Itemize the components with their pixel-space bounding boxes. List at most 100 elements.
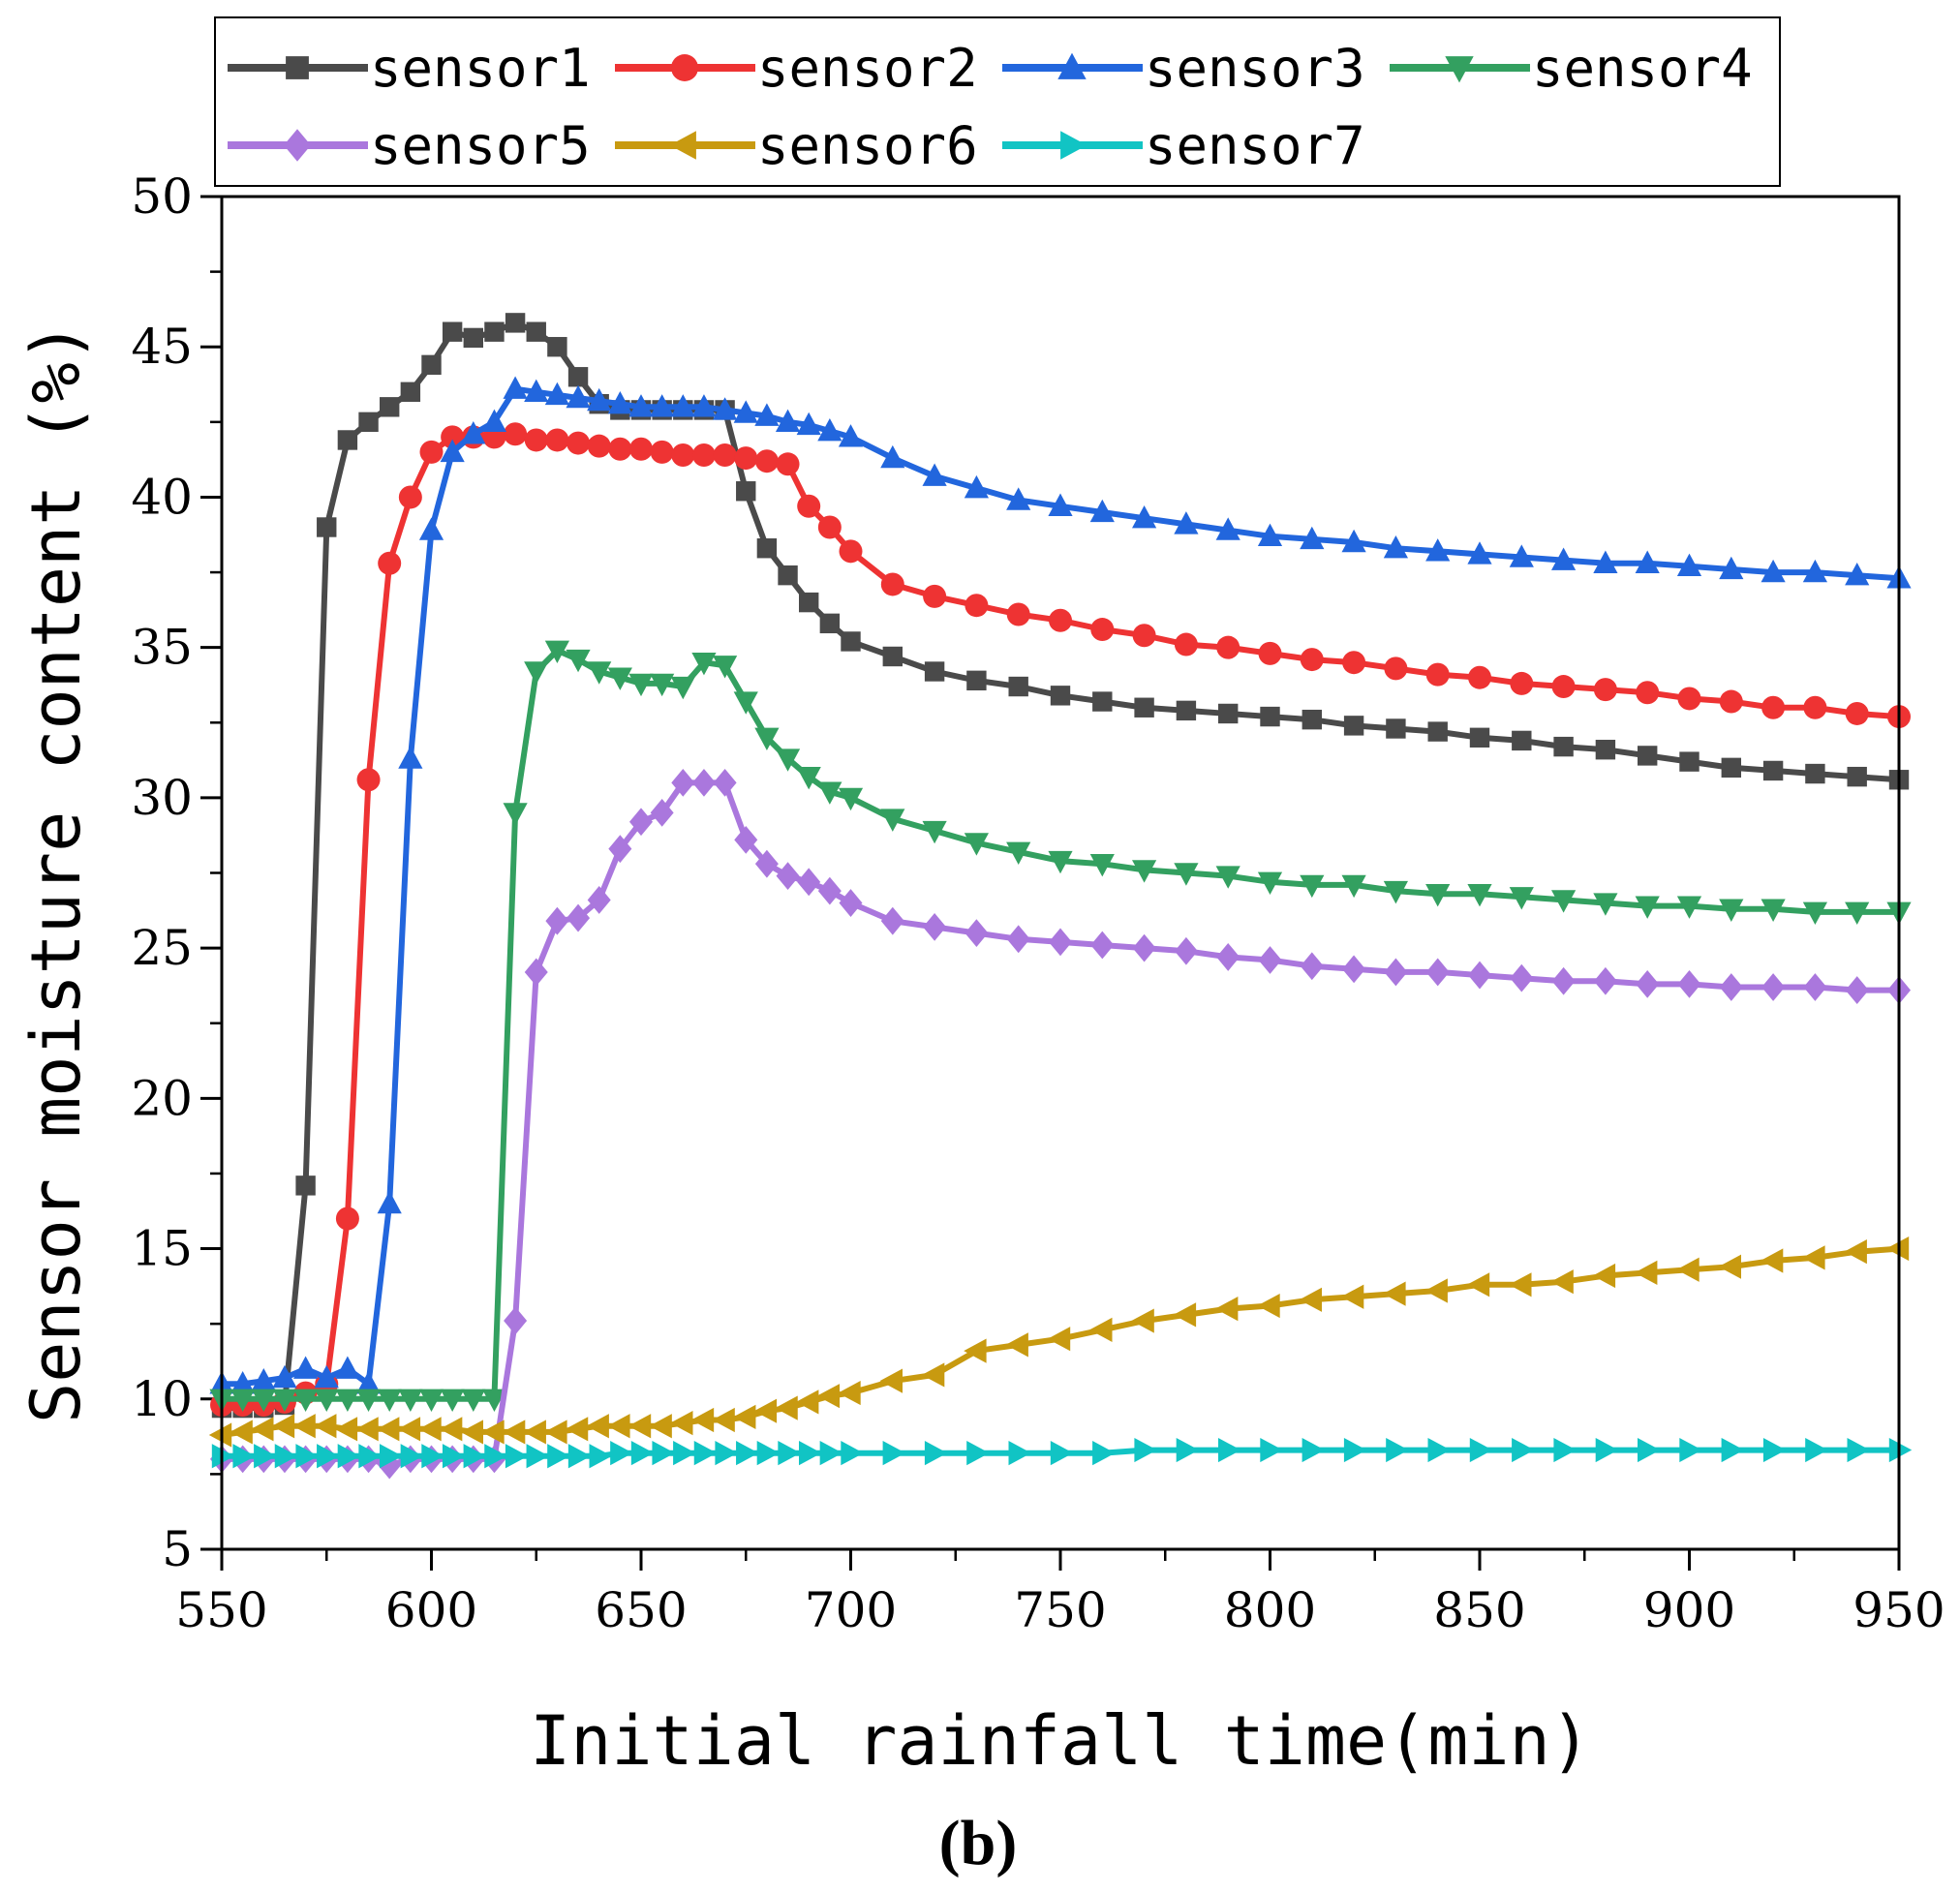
sensor6-point [1383,1281,1406,1306]
x-axis-title: Initial rainfall time(min) [530,1701,1591,1781]
sensor6-point [1424,1278,1448,1303]
sensor7-point [610,1441,633,1466]
sensor4-point [544,640,569,663]
sensor2-point [797,494,821,518]
sensor6-point [586,1414,609,1439]
sensor7-point [882,1441,905,1466]
sensor5-point [776,862,800,891]
sensor4-point [251,1389,276,1412]
sensor1-point [799,592,819,613]
sensor2-point [1719,689,1743,714]
sensor3-point [1383,535,1408,559]
sensor7-point [1260,1437,1283,1463]
sensor1-point [1302,709,1322,730]
sensor4-point [1593,893,1618,916]
sensor7-point [1847,1437,1870,1463]
sensor7-point [380,1444,403,1469]
sensor2-point [839,539,863,564]
legend-item-sensor7: sensor7 [1002,115,1365,176]
sensor3-point [1761,559,1786,583]
sensor3-point [1676,553,1702,577]
sensor1-point [1050,686,1071,706]
sensor1-point [526,321,546,342]
sensor4-point [587,661,612,685]
sensor3-point [607,391,632,414]
sensor3-point [964,474,989,499]
sensor7-point [1134,1437,1157,1463]
sensor7-point [400,1444,424,1469]
sensor1-point [442,321,463,342]
x-tick-label-550: 550 [175,1582,267,1638]
x-tick-label-900: 900 [1643,1582,1735,1638]
sensor7-point [421,1444,444,1469]
sensor6-point [334,1417,358,1442]
sensor3-point [1089,499,1115,523]
sensor4-point [1132,860,1157,883]
sensor6-point [377,1417,400,1442]
sensor2-point [754,449,779,473]
sensor1-point [337,430,358,450]
sensor6-point [816,1384,841,1409]
sensor1-point [1638,746,1658,766]
sensor7-point [484,1444,507,1469]
legend-label-sensor3: sensor3 [1145,38,1365,99]
sensor5-point [1425,958,1450,987]
y-tick-label-20: 20 [131,1070,193,1126]
legend-marker-sensor1 [286,56,309,79]
sensor2-point [776,452,800,476]
sensor3-point [587,387,612,412]
sensor2-point [419,440,444,464]
sensor5-point [1845,976,1869,1004]
sensor2-point [356,768,381,792]
sensor2-point [817,515,842,539]
sensor5-point [754,849,779,878]
sensor7-point [673,1441,696,1466]
sensor6-point [1718,1254,1741,1279]
sensor4-point [1719,899,1744,922]
sensor2-point [1384,656,1408,681]
sensor6-point [670,1411,693,1436]
sensor6-point [460,1420,483,1445]
sensor3-point [1300,526,1325,550]
x-tick-label-800: 800 [1224,1582,1316,1638]
sensor6-point [1844,1239,1867,1265]
sensor3-point [355,1371,382,1394]
sensor6-point [230,1420,253,1445]
sensor2-point [1636,681,1660,705]
sensor5-point [567,903,591,932]
sensor7-point [630,1441,655,1466]
sensor5-point [629,808,653,837]
sensor4-point [524,661,549,685]
legend-marker-sensor5 [284,129,311,162]
sensor6-point [523,1420,546,1445]
x-tick-label-850: 850 [1433,1582,1525,1638]
sensor3-point [251,1367,276,1391]
sensor2-point [398,485,422,509]
sensor1-point [756,538,778,559]
sensor7-point [1553,1437,1577,1463]
sensor3-point [713,397,738,420]
sensor2-point [587,434,611,458]
sensor4-point [1551,890,1577,913]
sensor6-point [1550,1269,1574,1295]
sensor6-point [1299,1287,1322,1312]
sensor5-point [923,912,947,941]
sensor2-point [1803,695,1827,719]
sensor2-line [222,431,1900,1408]
sensor7-point [232,1444,256,1469]
sensor6-point [1257,1293,1280,1319]
sensor4-point [817,781,842,805]
sensor7-point [1427,1437,1451,1463]
sensor4-point [1467,884,1492,907]
sensor2-point [965,594,989,618]
sensor5-point [1174,936,1198,965]
y-tick-label-10: 10 [131,1371,193,1427]
axes: 550 600 650 700 750 800 850 900 950 5 10 15 20 25 30 35… [131,168,1945,1638]
sensor5-point [817,876,842,905]
sensor2-point [1677,687,1701,711]
sensor1-point [1512,730,1532,751]
sensor3-point [1509,544,1534,567]
legend-item-sensor4: sensor4 [1390,38,1753,99]
sensor7-point [1050,1441,1074,1466]
sensor3-point [1341,529,1366,553]
